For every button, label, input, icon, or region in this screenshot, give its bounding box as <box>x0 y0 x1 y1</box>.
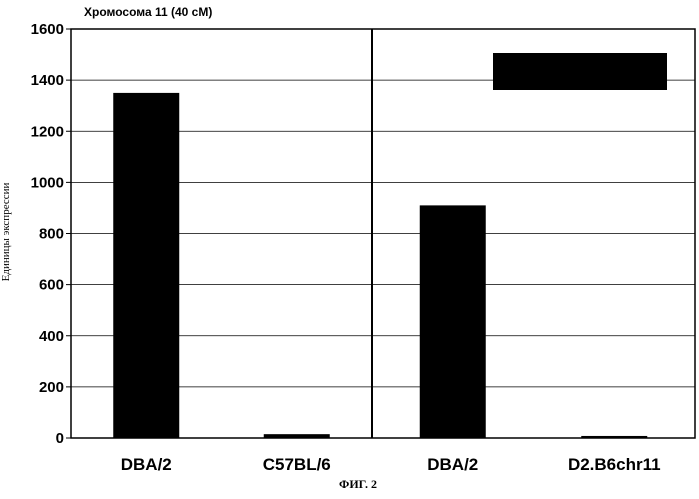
y-axis-ticks: 0 200 400 600 800 1000 1200 1400 1600 <box>31 21 71 447</box>
y-tick-label: 1200 <box>31 123 64 140</box>
bar <box>420 205 486 438</box>
y-axis-label: Единицы экспрессии <box>0 183 12 282</box>
y-tick-label: 1400 <box>31 72 64 89</box>
y-tick-label: 0 <box>56 430 64 447</box>
y-tick-label: 200 <box>39 379 64 396</box>
x-category-label: DBA/2 <box>121 455 172 474</box>
bars <box>113 93 647 438</box>
y-tick-label: 400 <box>39 328 64 345</box>
y-tick-label: 600 <box>39 277 64 294</box>
y-tick-label: 1000 <box>31 174 64 191</box>
x-category-label: C57BL/6 <box>263 455 331 474</box>
legend-box <box>493 53 667 90</box>
y-tick-label: 800 <box>39 226 64 243</box>
bar <box>113 93 179 438</box>
chart-title: Хромосома 11 (40 cM) <box>84 5 212 19</box>
figure-caption: ФИГ. 2 <box>339 477 377 491</box>
x-axis-categories: DBA/2 C57BL/6 DBA/2 D2.B6chr11 <box>121 455 661 474</box>
y-tick-label: 1600 <box>31 21 64 38</box>
x-category-label: D2.B6chr11 <box>568 455 661 474</box>
x-category-label: DBA/2 <box>427 455 478 474</box>
